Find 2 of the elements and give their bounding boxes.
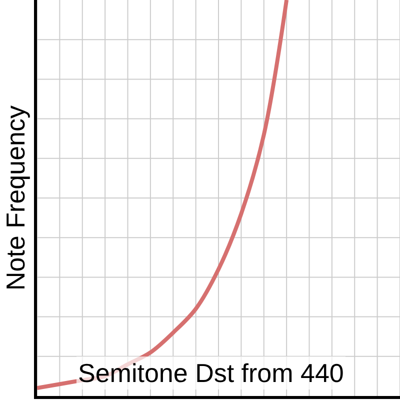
x-axis-title: Semitone Dst from 440 bbox=[78, 358, 344, 388]
y-axis-title: Note Frequency bbox=[0, 106, 30, 290]
